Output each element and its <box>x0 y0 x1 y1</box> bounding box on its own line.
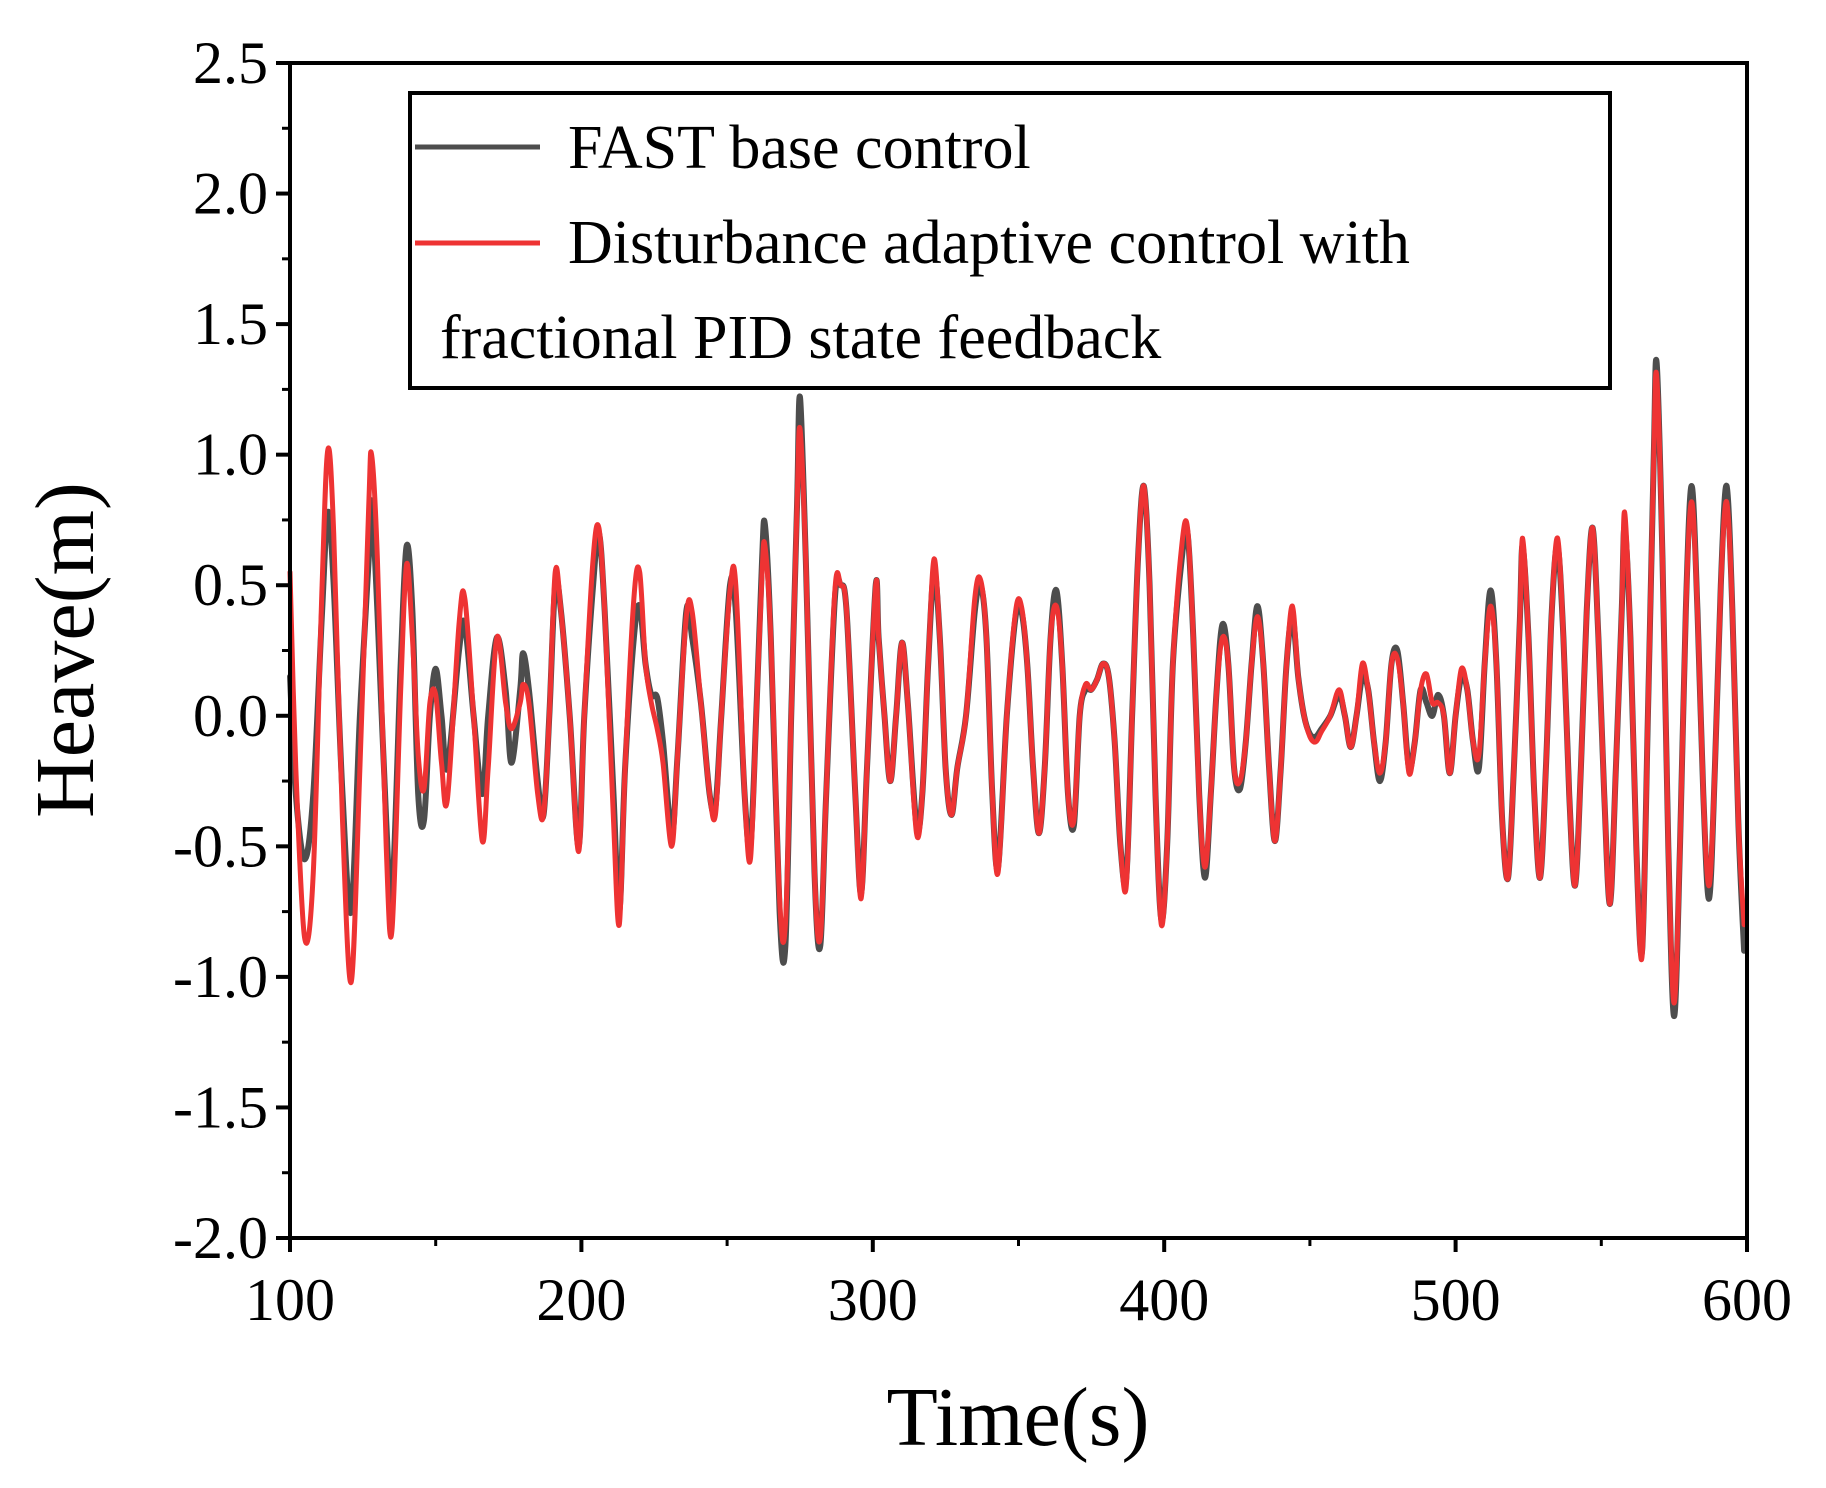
x-tick-label: 600 <box>1702 1267 1792 1333</box>
legend-label-fast: FAST base control <box>568 114 1031 182</box>
legend-box <box>408 91 1612 390</box>
x-tick-label: 500 <box>1411 1267 1501 1333</box>
legend-label-adaptive-line1: Disturbance adaptive control with <box>568 209 1410 277</box>
x-tick-label: 200 <box>536 1267 626 1333</box>
y-tick-label: -0.5 <box>173 813 268 879</box>
x-tick-label: 400 <box>1119 1267 1209 1333</box>
y-axis-title: Heave(m) <box>19 482 112 818</box>
x-tick-label: 300 <box>828 1267 918 1333</box>
y-tick-label: -1.5 <box>173 1074 268 1140</box>
series-line-1 <box>287 356 1748 1020</box>
y-tick-label: 1.0 <box>193 422 268 488</box>
series-layer <box>287 356 1748 1020</box>
x-axis-title: Time(s) <box>887 1371 1150 1464</box>
y-tick-label: -1.0 <box>173 944 268 1010</box>
legend-label-adaptive-line2: fractional PID state feedback <box>440 304 1161 372</box>
y-tick-label: 0.5 <box>193 552 268 618</box>
y-tick-label: 2.5 <box>193 30 268 96</box>
series-line-2 <box>287 369 1747 1006</box>
ticks-layer: -2.0 -1.5 -1.0 -0.5 0.0 0.5 1.0 1.5 2.0 2.5 100 200… <box>173 30 1792 1333</box>
y-tick-label: -2.0 <box>173 1205 268 1271</box>
legend: FAST base control Disturbance adaptive c… <box>408 91 1612 390</box>
y-tick-label: 2.0 <box>193 161 268 227</box>
y-tick-label: 1.5 <box>193 291 268 357</box>
y-tick-label: 0.0 <box>193 683 268 749</box>
x-tick-label: 100 <box>245 1267 335 1333</box>
